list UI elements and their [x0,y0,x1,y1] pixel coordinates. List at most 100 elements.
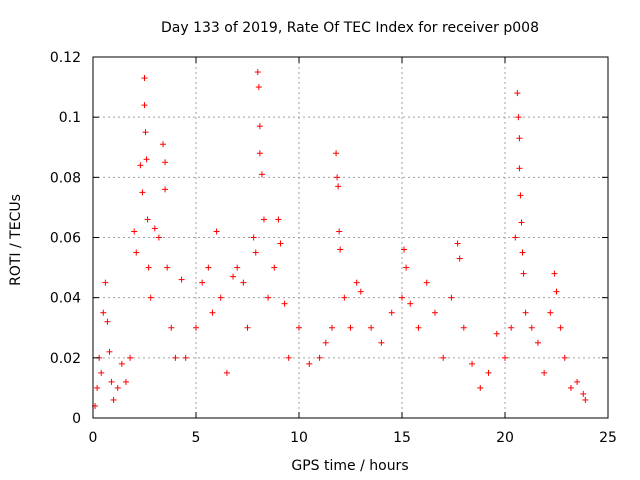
data-point [477,384,484,391]
data-point [217,294,224,301]
data-point [205,264,212,271]
data-point [162,159,169,166]
data-point [256,123,263,130]
data-point [502,354,508,361]
data-point [519,249,526,256]
grid [93,57,608,418]
y-tick-label: 0.02 [50,351,81,367]
data-point [448,294,455,301]
data-point [522,309,529,316]
data-point [528,324,535,331]
x-tick-label: 15 [393,430,411,446]
data-point [567,384,574,391]
data-point [335,183,342,190]
data-point [322,339,329,346]
x-axis-label: GPS time / hours [291,458,408,474]
y-tick-label: 0 [72,411,81,427]
data-point [508,324,515,331]
data-point [514,90,521,97]
data-point [108,378,115,385]
data-point [336,228,343,235]
data-point [341,294,348,301]
data-point [213,228,220,235]
data-point [580,390,587,397]
data-point [151,225,158,232]
data-point [516,165,523,172]
data-point [520,270,527,277]
data-point [460,324,467,331]
data-point [574,378,581,385]
data-point [254,69,261,76]
data-point [160,141,167,148]
data-point [388,309,395,316]
data-point [271,264,278,271]
data-point [104,318,111,325]
data-point [102,279,109,286]
data-point [122,378,129,385]
data-point [547,309,554,316]
plot-frame [92,56,609,419]
data-point [281,300,288,307]
data-point [155,234,162,241]
data-point [401,246,408,253]
data-point [399,294,405,301]
x-tick-label: 5 [192,430,201,446]
x-tick-label: 25 [599,430,617,446]
data-point [328,324,335,331]
data-point [133,249,140,256]
data-point [193,324,199,331]
data-point [106,348,113,355]
data-point [137,162,144,169]
data-point [516,135,523,142]
data-point [110,396,117,403]
data-point [147,294,154,301]
data-point [316,354,323,361]
data-point [209,309,216,316]
data-point [485,369,492,376]
y-axis-label: ROTI / TECUs [8,194,24,286]
data-point [534,339,541,346]
data-point [285,354,292,361]
data-point [244,324,251,331]
y-tick-label: 0.12 [50,50,81,66]
data-point [454,240,461,247]
data-point [403,264,410,271]
x-tick-label: 10 [290,430,308,446]
data-point [333,150,340,157]
data-point [118,360,125,367]
data-point [337,246,344,253]
x-tick-label: 20 [496,430,514,446]
data-point [541,369,548,376]
data-point [407,300,414,307]
data-point [234,264,241,271]
data-point [114,384,121,391]
data-point [94,384,101,391]
data-point [127,354,134,361]
data-point [260,216,267,223]
data-point [493,330,500,337]
data-point [223,369,230,376]
data-point [512,234,519,241]
data-point [240,279,247,286]
data-point [162,186,169,193]
data-point [139,189,146,196]
data-point [142,129,149,136]
data-point [182,354,189,361]
data-point [145,264,152,271]
data-point [199,279,206,286]
data-point [230,273,237,280]
data-point [469,360,476,367]
data-point [252,249,259,256]
data-point [265,294,272,301]
y-tick-label: 0.08 [50,170,81,186]
data-point [582,396,589,403]
y-tick-label: 0.1 [59,110,81,126]
data-point [347,324,354,331]
data-point [100,309,107,316]
x-tick-label: 0 [89,430,98,446]
data-point [275,216,282,223]
data-point [256,150,263,157]
data-point [178,276,185,283]
data-point [306,360,313,367]
